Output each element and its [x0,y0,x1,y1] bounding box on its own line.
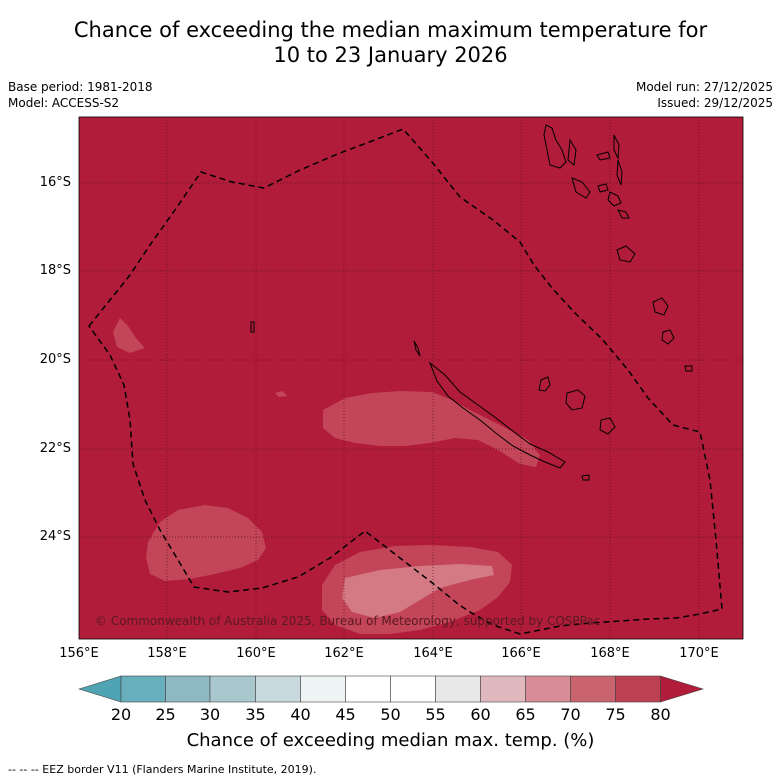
meta-left: Base period: 1981-2018 Model: ACCESS-S2 [8,79,153,111]
vanuatu-erromango [652,297,669,316]
colorbar-bin-20-25 [120,675,166,703]
lat-label-22s: 22°S [39,441,71,456]
vanuatu-ambae [596,151,611,161]
vanuatu-tanna [661,329,675,345]
title-line-2: 10 to 23 January 2026 [273,43,508,67]
vanuatu-aneityum [684,365,693,372]
eez-border [88,128,723,635]
colorbar-bin-40-45 [300,675,346,703]
vanuatu-north-small [567,138,577,166]
eez-footnote: -- -- -- EEZ border V11 (Flanders Marine… [8,763,317,776]
colorbar-bin-70-75 [570,675,616,703]
lat-label-24s: 24°S [39,529,71,544]
colorbar-tick-35: 35 [245,705,266,724]
colorbar-tick-50: 50 [380,705,401,724]
colorbar-bin-55-60 [435,675,481,703]
colorbar-tick-65: 65 [515,705,536,724]
lon-label-166e: 166°E [501,646,541,661]
vanuatu-epi [607,191,622,207]
colorbar-tick-30: 30 [199,705,221,724]
loyalty-ouvea [538,376,551,392]
colorbar-tick-40: 40 [290,705,311,724]
new-caledonia-belep [413,340,421,357]
lon-label-164e: 164°E [413,646,453,661]
colorbar-bin-30-35 [209,675,256,703]
colorbar-bin-45-50 [345,675,391,703]
lat-label-20s: 20°S [39,352,71,367]
lon-label-160e: 160°E [236,646,276,661]
colorbar-tick-60: 60 [470,705,491,724]
colorbar-bin-65-70 [525,675,571,703]
colorbar-bin-75-80 [615,675,661,703]
colorbar-tick-45: 45 [335,705,356,724]
loyalty-mare [599,417,616,435]
colorbar-extend-low [77,675,122,703]
colorbar-tick-75: 75 [605,705,626,724]
chesterfield-islet [250,321,255,333]
lon-label-168e: 168°E [590,646,630,661]
colorbar-bin-50-55 [390,675,436,703]
vanuatu-maewo [613,134,620,160]
lon-label-162e: 162°E [324,646,364,661]
colorbar-tick-20: 20 [110,705,132,724]
vanuatu-pentecost [616,159,623,186]
colorbar-tick-55: 55 [425,705,446,724]
patch-tiny [275,391,287,397]
vanuatu-shepherds [617,209,630,219]
vanuatu-malekula [571,177,591,199]
new-caledonia-grande-terre [428,361,566,469]
issued-date: Issued: 29/12/2025 [657,96,773,110]
model-run: Model run: 27/12/2025 [635,80,773,94]
copyright-notice: © Commonwealth of Australia 2025, Bureau… [95,614,601,628]
meta-right: Model run: 27/12/2025 Issued: 29/12/2025 [636,79,773,111]
lon-label-170e: 170°E [679,646,719,661]
colorbar-extend-high [660,675,705,703]
patch-west-small [113,318,145,353]
lat-label-18s: 18°S [39,263,71,278]
patch-central [323,391,540,467]
probability-patches-light [342,564,494,618]
model-name: Model: ACCESS-S2 [8,96,120,110]
vanuatu-efate [616,245,636,263]
vanuatu-espiritu-santo [543,124,567,169]
lon-label-158e: 158°E [147,646,187,661]
base-period: Base period: 1981-2018 [8,80,153,94]
graticule [79,117,743,639]
coastlines [250,124,693,481]
colorbar-tick-25: 25 [155,705,176,724]
title-line-1: Chance of exceeding the median maximum t… [73,18,708,42]
colorbar-tick-70: 70 [560,705,581,724]
patch-south-light [342,564,494,618]
colorbar-title: Chance of exceeding median max. temp. (%… [186,730,595,751]
patch-southwest [146,505,266,581]
lon-label-156e: 156°E [59,646,99,661]
colorbar [77,675,705,703]
colorbar-bin-25-30 [165,675,211,703]
colorbar-tick-80: 80 [650,705,671,724]
colorbar-bin-35-40 [255,675,301,703]
loyalty-lifou [565,389,586,411]
vanuatu-ambrym [597,183,609,193]
chart-title: Chance of exceeding the median maximum t… [0,18,781,68]
lat-label-16s: 16°S [39,175,71,190]
isle-of-pines [581,474,590,481]
colorbar-bin-60-65 [480,675,526,703]
